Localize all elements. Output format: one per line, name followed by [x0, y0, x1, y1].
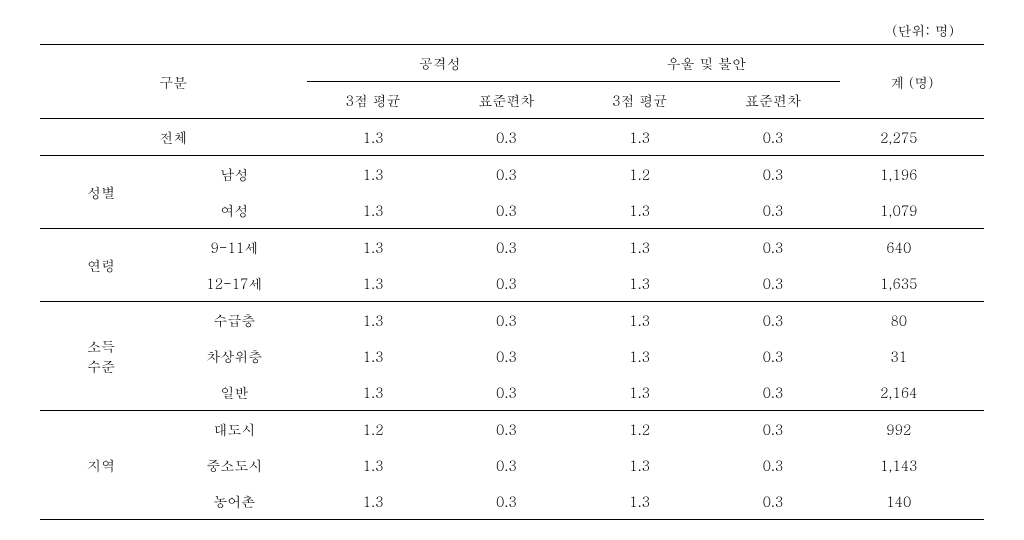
- cell-value: 0.3: [706, 119, 839, 156]
- row-sublabel: 수급층: [162, 302, 306, 339]
- header-total: 계 (명): [840, 45, 984, 119]
- cell-value: 0.3: [440, 156, 573, 193]
- cell-value: 1.3: [307, 338, 440, 374]
- cell-value: 1.3: [307, 229, 440, 266]
- cell-value: 1.3: [573, 483, 706, 520]
- header-g1-mean: 3점 평균: [307, 82, 440, 119]
- cell-value: 0.3: [706, 192, 839, 229]
- header-g2-mean: 3점 평균: [573, 82, 706, 119]
- cell-value: 0.3: [440, 374, 573, 411]
- cell-value: 0.3: [706, 374, 839, 411]
- cell-value: 1.3: [307, 156, 440, 193]
- cell-value: 1.3: [573, 265, 706, 302]
- cell-value: 0.3: [440, 119, 573, 156]
- cell-total: 140: [840, 483, 984, 520]
- header-group2: 우울 및 불안: [573, 45, 840, 82]
- data-table: 구분 공격성 우울 및 불안 계 (명) 3점 평균 표준편차 3점 평균 표준…: [40, 44, 984, 520]
- cell-value: 1.3: [307, 374, 440, 411]
- cell-total: 80: [840, 302, 984, 339]
- cell-value: 0.3: [440, 302, 573, 339]
- header-g2-sd: 표준편차: [706, 82, 839, 119]
- cell-value: 0.3: [706, 411, 839, 448]
- cell-value: 0.3: [706, 265, 839, 302]
- cell-value: 1.3: [307, 302, 440, 339]
- cell-total: 1,196: [840, 156, 984, 193]
- cell-value: 1.3: [573, 119, 706, 156]
- cell-value: 0.3: [706, 338, 839, 374]
- cell-total: 1,143: [840, 447, 984, 483]
- cell-value: 1.2: [573, 411, 706, 448]
- cell-total: 1,635: [840, 265, 984, 302]
- header-group1: 공격성: [307, 45, 574, 82]
- cell-value: 0.3: [440, 229, 573, 266]
- row-label-overall: 전체: [40, 119, 307, 156]
- cell-total: 1,079: [840, 192, 984, 229]
- cell-value: 1.3: [307, 483, 440, 520]
- cell-value: 1.3: [573, 302, 706, 339]
- cell-value: 0.3: [706, 229, 839, 266]
- row-sublabel: 여성: [162, 192, 306, 229]
- cell-value: 0.3: [440, 192, 573, 229]
- table-row: 12-17세 1.3 0.3 1.3 0.3 1,635: [40, 265, 984, 302]
- row-sublabel: 12-17세: [162, 265, 306, 302]
- cell-value: 1.2: [573, 156, 706, 193]
- cell-value: 1.3: [307, 192, 440, 229]
- cell-value: 0.3: [440, 483, 573, 520]
- cell-value: 0.3: [706, 447, 839, 483]
- table-row: 여성 1.3 0.3 1.3 0.3 1,079: [40, 192, 984, 229]
- cell-value: 1.3: [307, 447, 440, 483]
- table-row: 중소도시 1.3 0.3 1.3 0.3 1,143: [40, 447, 984, 483]
- cell-value: 0.3: [440, 338, 573, 374]
- row-sublabel: 남성: [162, 156, 306, 193]
- cell-value: 0.3: [440, 411, 573, 448]
- table-row: 지역 대도시 1.2 0.3 1.2 0.3 992: [40, 411, 984, 448]
- cell-value: 0.3: [706, 156, 839, 193]
- table-row: 일반 1.3 0.3 1.3 0.3 2,164: [40, 374, 984, 411]
- row-group-gender: 성별: [40, 156, 162, 229]
- cell-value: 1.3: [573, 374, 706, 411]
- table-row: 농어촌 1.3 0.3 1.3 0.3 140: [40, 483, 984, 520]
- cell-value: 1.2: [307, 411, 440, 448]
- cell-total: 2,164: [840, 374, 984, 411]
- table-row: 연령 9-11세 1.3 0.3 1.3 0.3 640: [40, 229, 984, 266]
- cell-value: 1.3: [307, 119, 440, 156]
- header-category: 구분: [40, 45, 307, 119]
- unit-label: (단위: 명): [40, 20, 984, 40]
- row-sublabel: 9-11세: [162, 229, 306, 266]
- table-row: 전체 1.3 0.3 1.3 0.3 2,275: [40, 119, 984, 156]
- cell-total: 992: [840, 411, 984, 448]
- cell-total: 640: [840, 229, 984, 266]
- cell-total: 31: [840, 338, 984, 374]
- cell-value: 1.3: [573, 229, 706, 266]
- row-sublabel: 일반: [162, 374, 306, 411]
- row-group-age: 연령: [40, 229, 162, 302]
- row-sublabel: 차상위층: [162, 338, 306, 374]
- cell-total: 2,275: [840, 119, 984, 156]
- table-row: 차상위층 1.3 0.3 1.3 0.3 31: [40, 338, 984, 374]
- cell-value: 1.3: [573, 192, 706, 229]
- table-row: 성별 남성 1.3 0.3 1.2 0.3 1,196: [40, 156, 984, 193]
- cell-value: 1.3: [573, 447, 706, 483]
- cell-value: 0.3: [706, 302, 839, 339]
- cell-value: 0.3: [440, 447, 573, 483]
- row-sublabel: 농어촌: [162, 483, 306, 520]
- row-sublabel: 중소도시: [162, 447, 306, 483]
- cell-value: 0.3: [440, 265, 573, 302]
- row-group-income: 소득 수준: [40, 302, 162, 411]
- header-g1-sd: 표준편차: [440, 82, 573, 119]
- cell-value: 1.3: [573, 338, 706, 374]
- row-group-region: 지역: [40, 411, 162, 520]
- cell-value: 1.3: [307, 265, 440, 302]
- table-row: 소득 수준 수급층 1.3 0.3 1.3 0.3 80: [40, 302, 984, 339]
- cell-value: 0.3: [706, 483, 839, 520]
- row-sublabel: 대도시: [162, 411, 306, 448]
